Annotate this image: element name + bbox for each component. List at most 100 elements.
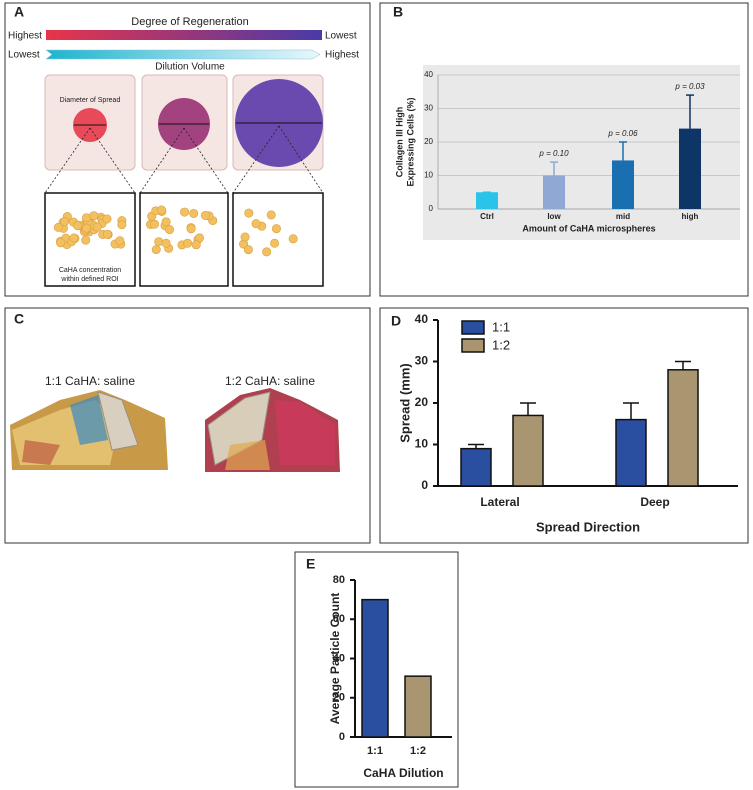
y-tick-label: 20 [424,137,433,146]
particle [165,225,175,235]
particle [240,232,250,242]
bar [612,160,634,209]
dilution-right: Highest [325,50,359,61]
y-tick-label: 0 [339,731,345,743]
particle [53,222,63,232]
particle [157,205,167,215]
bar [476,192,498,209]
roi-box [139,192,229,287]
bar [615,418,647,487]
diameter-arrows [74,122,322,126]
roi-label: within defined ROI [60,276,118,283]
particle [82,223,92,233]
particle [244,208,254,218]
roi-label: CaHA concentration [59,267,121,274]
photo-caption: 1:2 CaHA: saline [225,374,315,388]
scale-right: Lowest [325,31,357,42]
particle [288,234,298,244]
y-tick-label: 30 [424,104,433,113]
legend-swatch [461,320,485,335]
particle [151,245,161,255]
particle [262,247,272,257]
particle [81,235,91,245]
particle [117,220,127,230]
panel-letter: D [391,313,401,329]
dilution-title: Dilution Volume [155,62,225,73]
y-axis-label: Collagen III High [394,107,404,178]
particle [92,222,102,232]
y-tick-label: 10 [415,437,429,451]
y-tick-label: 30 [415,354,429,368]
particle [183,238,193,248]
y-tick-label: 10 [424,171,433,180]
photo-right [205,388,340,472]
bar [512,414,544,487]
y-axis-label: Average Particle Count [328,593,342,725]
y-axis-label: Spread (mm) [397,363,412,442]
bar [679,128,701,209]
particle [180,207,190,217]
particle [189,208,199,218]
scale-left: Highest [8,31,42,42]
x-tick-label: low [547,212,561,221]
particle [69,233,79,243]
annotation: p = 0.03 [674,82,705,91]
y-tick-label: 60 [333,613,345,625]
panel-c: C 1:1 CaHA: saline 1:2 CaHA: saline [10,311,340,472]
particle [89,211,99,221]
panel-letter: E [306,556,315,572]
particle [102,229,112,239]
annotation: p = 0.10 [538,149,569,158]
particle [243,245,253,255]
particle [191,240,201,250]
particle [161,217,171,227]
panel-a: A Degree of Regeneration Highest Lowest … [8,4,359,287]
particle [102,214,112,224]
scale-title: Degree of Regeneration [131,16,248,28]
particle [186,224,196,234]
y-tick-label: 0 [421,478,428,492]
x-tick-label: 1:2 [410,745,426,757]
particle [270,238,280,248]
panel-letter: C [14,311,24,327]
panel-letter: A [14,4,24,20]
particle [149,219,159,229]
bar [460,447,492,487]
legend-label: 1:2 [492,337,510,352]
bar [667,369,699,487]
y-tick-label: 20 [415,395,429,409]
x-axis-label: CaHA Dilution [363,766,443,780]
y-tick-label: 40 [415,312,429,326]
dilution-left: Lowest [8,50,40,61]
zoom-lines [44,125,324,194]
x-tick-label: 1:1 [367,745,383,757]
particle [60,217,70,227]
x-axis-label: Spread Direction [536,519,640,534]
y-tick-label: 40 [424,70,433,79]
photo-caption: 1:1 CaHA: saline [45,374,135,388]
particle [271,224,281,234]
particle [73,221,83,231]
particle [115,236,125,246]
regen-gradient [46,30,322,40]
legend-swatch [461,338,485,353]
particle [56,238,66,248]
bar [361,598,389,738]
legend-label: 1:1 [492,319,510,334]
y-tick-label: 20 [333,692,345,704]
particle [154,237,164,247]
y-tick-label: 40 [333,652,345,664]
photo-left [10,390,168,470]
particle [266,210,276,220]
annotation: p = 0.06 [607,129,638,138]
dilution-arrow [45,49,321,60]
particle [161,238,171,248]
x-tick-label: mid [616,212,630,221]
x-tick-label: Deep [640,495,669,509]
particle [251,219,261,229]
particle [200,210,210,220]
bar [404,675,432,738]
y-tick-label: 80 [333,574,345,586]
y-tick-label: 0 [429,204,434,213]
